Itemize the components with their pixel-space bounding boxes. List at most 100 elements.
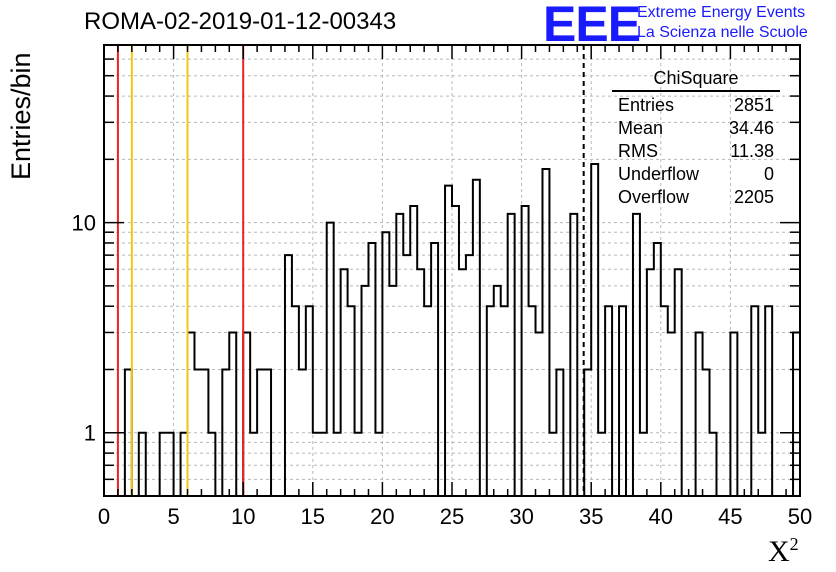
eee-logo: EEE <box>543 0 641 52</box>
y-tick-label: 10 <box>72 211 96 236</box>
histogram-bin <box>243 332 250 496</box>
histogram-bin <box>362 286 369 496</box>
histogram-bin <box>494 286 501 496</box>
histogram-bin <box>542 169 549 496</box>
stats-row: Entries 2851 <box>618 95 774 115</box>
histogram-bin <box>382 232 389 496</box>
histogram-outline <box>104 163 800 497</box>
x-tick-label: 20 <box>370 504 394 529</box>
histogram-bin <box>758 433 765 496</box>
histogram-bin <box>327 223 334 496</box>
histogram-bin <box>598 433 605 496</box>
histogram-bin <box>696 332 703 496</box>
histogram-bin <box>793 332 800 496</box>
histogram-bin <box>675 269 682 496</box>
stats-row: Underflow 0 <box>618 164 774 184</box>
x-tick-label: 0 <box>98 504 110 529</box>
x-tick-label: 40 <box>649 504 673 529</box>
histogram-bin <box>229 332 236 496</box>
histogram-bin <box>640 433 647 496</box>
histogram-bin <box>570 214 577 496</box>
logo-tagline-2: La Scienza nelle Scuole <box>637 24 808 41</box>
histogram-bin <box>167 433 174 496</box>
histogram-bin <box>285 255 292 496</box>
histogram-bin <box>584 369 591 496</box>
histogram-bin <box>348 306 355 496</box>
histogram-bin <box>556 369 563 496</box>
histogram-bin <box>264 369 271 496</box>
histogram-bin <box>375 433 382 496</box>
histogram-bin <box>222 369 229 496</box>
histogram-bin <box>160 433 167 496</box>
y-axis-label: Entries/bin <box>6 52 36 180</box>
histogram-bin <box>417 269 424 496</box>
histogram-bin <box>403 255 410 496</box>
histogram-bin <box>536 332 543 496</box>
histogram-bin <box>139 433 146 496</box>
histogram-bin <box>654 243 661 496</box>
histogram-bin <box>459 269 466 496</box>
histogram-bin <box>410 206 417 496</box>
stats-row: Overflow 2205 <box>618 187 774 207</box>
stats-box: ChiSquare Entries 2851 Mean 34.46 RMS 11.38… <box>612 68 780 209</box>
histogram-bin <box>633 214 640 496</box>
histogram-bin <box>194 369 201 496</box>
x-tick-label: 25 <box>440 504 464 529</box>
histogram-bin <box>424 306 431 496</box>
x-tick-label: 15 <box>301 504 325 529</box>
histogram-bin <box>466 255 473 496</box>
histogram-bin <box>445 186 452 496</box>
histogram-bin <box>250 433 257 496</box>
histogram-bin <box>549 433 556 496</box>
x-tick-label: 10 <box>231 504 255 529</box>
histogram-bin <box>730 332 737 496</box>
histogram-bin <box>605 306 612 496</box>
histogram-bin <box>257 369 264 496</box>
histogram-bin <box>299 369 306 496</box>
histogram-bin <box>661 306 668 496</box>
x-tick-label: 35 <box>579 504 603 529</box>
x-tick-label: 45 <box>718 504 742 529</box>
histogram-bin <box>431 243 438 496</box>
histogram-bin <box>529 306 536 496</box>
stats-title: ChiSquare <box>612 68 780 92</box>
histogram-bin <box>341 269 348 496</box>
stats-row: Mean 34.46 <box>618 118 774 138</box>
histogram-bin <box>619 306 626 496</box>
histogram-bin <box>591 164 598 496</box>
histogram-bin <box>292 306 299 496</box>
x-tick-label: 50 <box>788 504 812 529</box>
histogram-bin <box>452 206 459 496</box>
histogram-bin <box>668 332 675 496</box>
histogram-bin <box>188 332 195 496</box>
histogram-bin <box>710 433 717 496</box>
x-axis-label: X2 <box>768 534 799 568</box>
histogram-bin <box>320 433 327 496</box>
histogram-bin <box>473 180 480 496</box>
histogram-bin <box>487 306 494 496</box>
plot-title: ROMA-02-2019-01-12-00343 <box>84 8 397 35</box>
histogram-bin <box>201 369 208 496</box>
histogram-bin <box>508 214 515 496</box>
histogram-bin <box>751 306 758 496</box>
histogram-bin <box>396 214 403 496</box>
x-tick-label: 5 <box>167 504 179 529</box>
logo-tagline-1: Extreme Energy Events <box>637 4 806 21</box>
stats-row: RMS 11.38 <box>618 141 774 161</box>
histogram-bin <box>368 243 375 496</box>
histogram-bin <box>501 306 508 496</box>
histogram-bin <box>703 369 710 496</box>
histogram-bin <box>522 206 529 496</box>
histogram-bin <box>647 269 654 496</box>
histogram-bin <box>355 433 362 496</box>
x-tick-label: 30 <box>509 504 533 529</box>
histogram-bin <box>765 306 772 496</box>
histogram-bin <box>125 369 132 496</box>
histogram-bin <box>334 433 341 496</box>
histogram-bin <box>208 433 215 496</box>
histogram-bin <box>389 286 396 496</box>
histogram-bin <box>181 433 188 496</box>
histogram-bin <box>313 433 320 496</box>
y-tick-label: 1 <box>84 421 96 446</box>
